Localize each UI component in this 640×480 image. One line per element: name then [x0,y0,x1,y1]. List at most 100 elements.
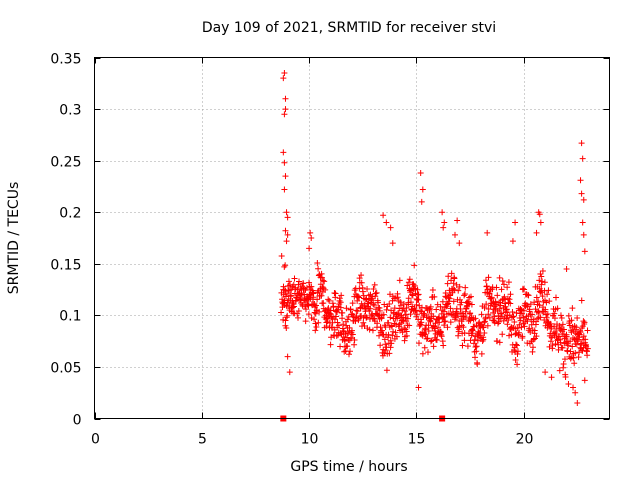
data-point [513,342,520,349]
data-point [286,369,293,376]
data-point [284,312,291,319]
data-point [284,231,291,238]
data-point [421,310,428,317]
data-point [571,360,578,367]
data-point [338,292,345,299]
data-point [351,336,358,343]
data-point [418,319,425,326]
data-point [389,332,396,339]
data-point [569,305,576,312]
data-point [506,296,513,303]
data-point [577,329,584,336]
data-point [556,367,563,374]
data-point [548,374,555,381]
data-point [337,304,344,311]
data-point [558,325,565,332]
data-point [404,282,411,289]
y-tick-label: 0.35 [50,52,81,68]
data-point [289,304,296,311]
data-point [312,310,319,317]
data-point [539,293,546,300]
data-point [327,307,334,314]
data-point [533,294,540,301]
data-point [452,231,458,238]
data-point [536,302,543,309]
data-point [281,159,288,166]
data-point [578,140,585,147]
data-point [467,317,474,324]
data-point [488,294,495,301]
data-point [521,286,528,293]
data-point [411,282,418,289]
data-point [461,337,468,344]
data-point [445,273,452,280]
data-point [297,295,304,302]
data-point [451,286,458,293]
data-point [454,217,461,224]
data-point [280,75,287,82]
data-point [512,341,519,348]
data-point [467,293,474,300]
data-point [503,306,510,313]
data-point [493,284,500,291]
data-point [499,331,506,338]
data-point [296,278,303,285]
data-point [393,321,400,328]
data-point [546,298,553,305]
data-point [529,311,536,318]
data-point [336,295,343,302]
data-point [536,277,543,284]
data-point [333,313,340,320]
data-point [536,211,543,218]
x-tick-label: 20 [516,432,534,448]
data-point [332,290,339,297]
data-point [569,343,576,350]
data-point [563,333,570,340]
data-point [386,301,393,308]
data-point [425,328,432,335]
data-point [510,313,517,320]
data-point [307,229,314,236]
data-point [533,333,540,340]
data-point [295,281,302,288]
data-point [481,318,488,325]
data-point [346,348,353,355]
data-point [526,306,533,313]
data-point [584,352,591,359]
data-point [425,322,432,329]
data-point [447,305,454,312]
data-point [496,274,503,281]
data-point [335,322,342,329]
data-point [526,325,533,332]
data-point [342,330,349,337]
data-point [326,310,333,317]
data-point [534,315,541,322]
data-point [376,332,383,339]
data-point [514,348,521,355]
ticks: 0 0.05 0.1 0.15 0.2 0.25 0.3 0.35 0 5 10 15 20 [50,52,610,448]
data-point [392,329,399,336]
data-point [570,384,577,391]
data-point [577,177,584,184]
data-point [511,319,518,326]
data-point [370,286,377,293]
data-point [339,315,346,322]
data-point [484,322,491,329]
data-point [557,312,564,319]
data-point [440,342,447,349]
data-point [287,292,294,299]
data-point [514,361,521,368]
data-point [374,311,381,318]
y-tick-label: 0.05 [50,361,81,377]
y-tick-label: 0.25 [50,155,81,171]
data-point [374,320,381,327]
data-point [514,325,521,332]
y-tick-label: 0 [73,413,82,429]
data-point [432,320,439,327]
data-point [580,318,587,325]
data-point [565,342,572,349]
data-point [478,311,485,318]
data-point [579,219,586,226]
